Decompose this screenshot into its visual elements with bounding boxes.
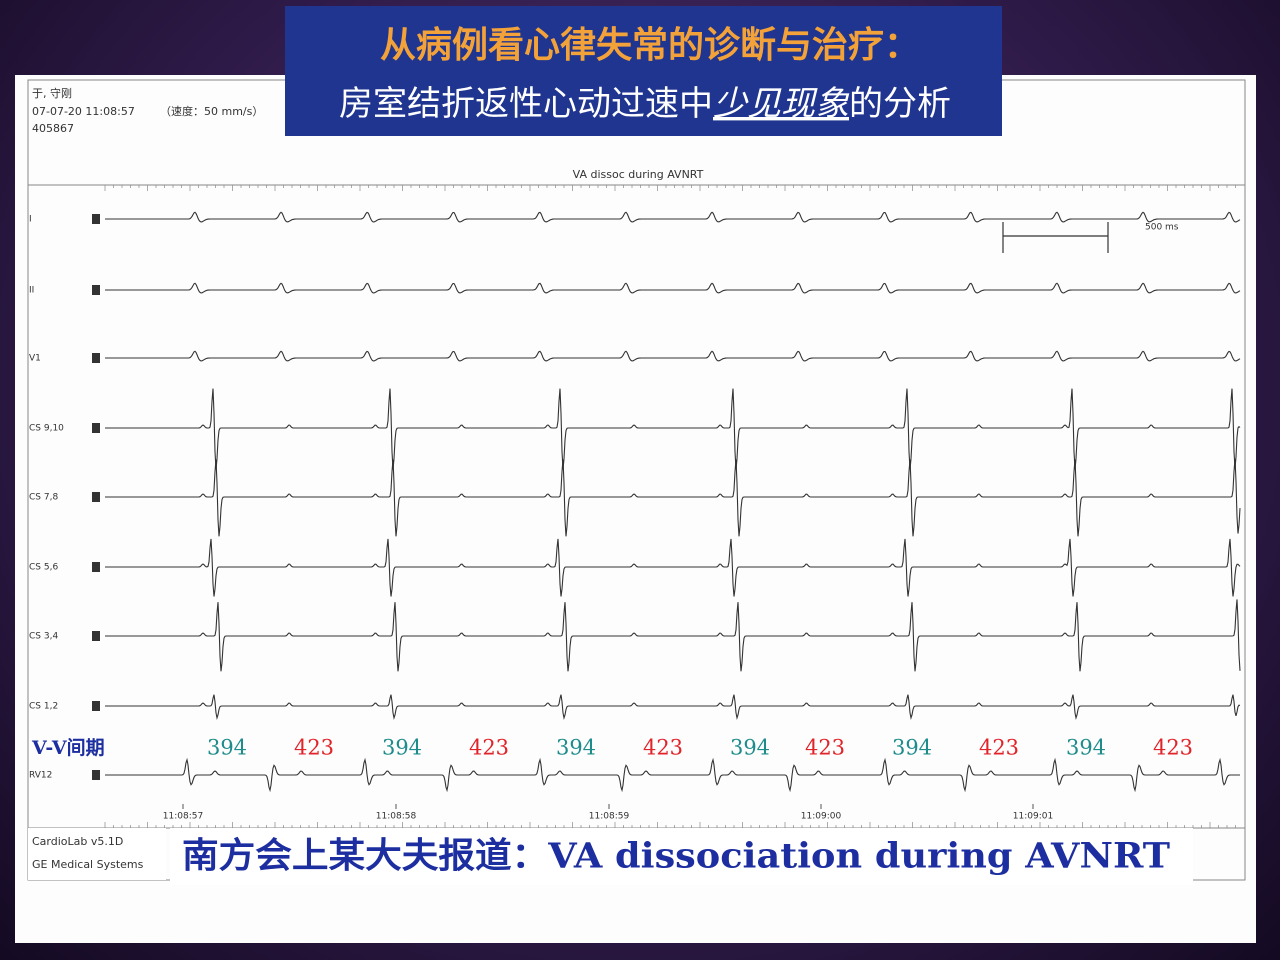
lead-label: V1 (29, 354, 41, 364)
lead-label: II (29, 286, 34, 296)
lead-label: CS 7,8 (29, 493, 58, 503)
interval-value: 423 (643, 736, 683, 760)
interval-value: 423 (294, 736, 334, 760)
datetime: 07-07-20 11:08:57 (32, 105, 135, 118)
lead-marker (92, 631, 100, 641)
trace (105, 282, 1241, 294)
interval-value: 394 (1066, 736, 1106, 760)
strip-title: VA dissoc during AVNRT (573, 168, 704, 181)
caption-box (170, 828, 1193, 885)
lead-marker (92, 285, 100, 295)
interval-label: V-V间期 (31, 737, 105, 759)
lead-marker (92, 770, 100, 780)
trace (105, 211, 1241, 223)
time-label: 11:08:58 (376, 812, 417, 822)
lead-marker (92, 562, 100, 572)
interval-value: 394 (382, 736, 422, 760)
interval-value: 394 (556, 736, 596, 760)
title-box (285, 6, 1002, 136)
time-label: 11:09:01 (1013, 812, 1053, 822)
trace (105, 599, 1241, 672)
lead-label: I (29, 215, 32, 225)
subtitle-emphasis: 少见现象 (713, 84, 850, 124)
lead-marker (92, 423, 100, 433)
lead-marker (92, 492, 100, 502)
interval-value: 394 (730, 736, 770, 760)
caption: 南方会上某大夫报道：VA dissociation during AVNRT (182, 836, 1170, 877)
subtitle-part: 的分析 (849, 84, 951, 124)
scale-label: 500 ms (1145, 223, 1179, 233)
trace (105, 757, 1240, 793)
slide-title: 从病例看心律失常的诊断与治疗： (380, 24, 920, 66)
interval-value: 394 (892, 736, 932, 760)
lead-label: CS 9,10 (29, 424, 64, 434)
lead-marker (92, 214, 100, 224)
footer-box (28, 828, 166, 880)
trace (105, 458, 1241, 537)
lead-label: CS 1,2 (29, 702, 58, 712)
interval-value: 423 (805, 736, 845, 760)
interval-value: 423 (1153, 736, 1193, 760)
record-id: 405867 (32, 122, 74, 135)
footer-vendor: GE Medical Systems (32, 858, 144, 871)
time-label: 11:08:57 (163, 812, 203, 822)
paper (15, 75, 1256, 943)
lead-marker (92, 701, 100, 711)
ruler-ticks (104, 185, 1236, 828)
trace (105, 350, 1241, 362)
interval-value: 423 (979, 736, 1019, 760)
slide-subtitle: 房室结折返性心动过速中少见现象的分析 (339, 84, 951, 124)
time-label: 11:08:59 (589, 812, 630, 822)
time-label: 11:09:00 (801, 812, 842, 822)
lead-label: CS 5,6 (29, 563, 58, 573)
scale-bar (1002, 222, 1109, 253)
patient: 于, 守刚 (32, 86, 72, 100)
lead-label: RV12 (29, 771, 52, 781)
trace (105, 694, 1241, 720)
trace (105, 538, 1241, 597)
interval-value: 423 (469, 736, 509, 760)
lead-label: CS 3,4 (29, 632, 58, 642)
speed: （速度：50 mm/s） (160, 104, 263, 118)
lead-marker (92, 353, 100, 363)
interval-value: 394 (207, 736, 247, 760)
footer-software: CardioLab v5.1D (32, 835, 123, 848)
subtitle-part: 房室结折返性心动过速中 (339, 84, 713, 124)
trace (105, 388, 1241, 470)
